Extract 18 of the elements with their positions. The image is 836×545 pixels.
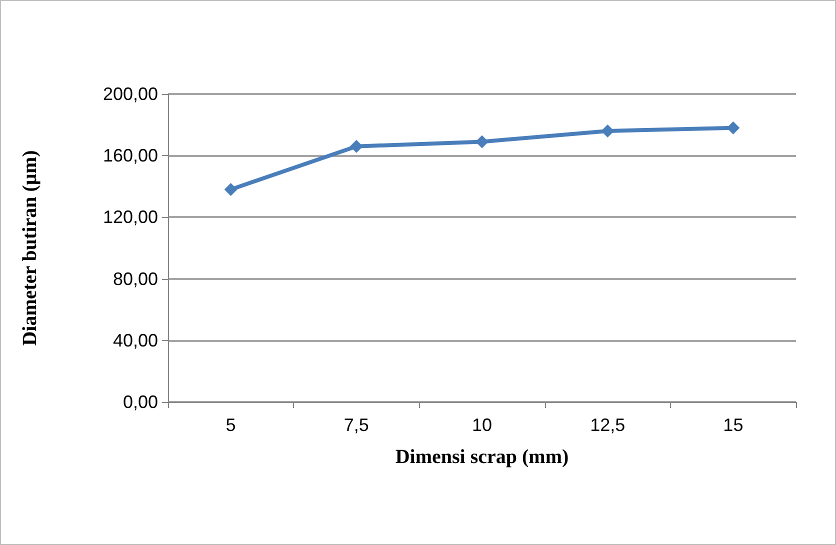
y-tick-label: 200,00 bbox=[102, 84, 158, 104]
point bbox=[224, 182, 238, 196]
point bbox=[601, 124, 614, 138]
x-tick-label: 10 bbox=[472, 415, 492, 435]
y-tick-label: 120,00 bbox=[102, 207, 158, 228]
y-tick-label: 160,00 bbox=[102, 146, 158, 166]
y-tick-label: 0,00 bbox=[122, 392, 158, 412]
x-tick-label: 7,5 bbox=[344, 415, 369, 435]
y-tick-label: 80,00 bbox=[112, 268, 158, 289]
point bbox=[350, 140, 363, 153]
point bbox=[726, 121, 740, 134]
point bbox=[476, 135, 488, 148]
x-axis-title: Dimensi scrap (mm) bbox=[395, 446, 569, 468]
x-tick-label: 15 bbox=[723, 415, 744, 435]
x-tick-label: 5 bbox=[226, 415, 236, 435]
y-axis-title: Diameter butiran (µm) bbox=[19, 150, 41, 346]
y-tick-label: 40,00 bbox=[112, 330, 158, 350]
x-tick-label: 12,5 bbox=[590, 415, 626, 435]
